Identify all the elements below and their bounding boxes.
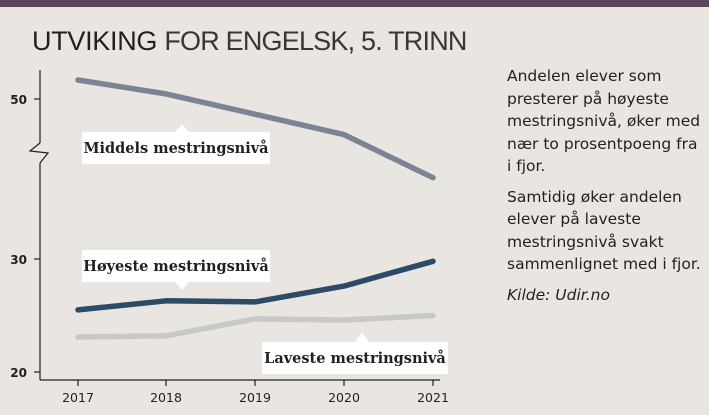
- series-label-pointer: [175, 282, 189, 290]
- series-label-hoyeste: Høyeste mestringsnivå: [82, 250, 270, 290]
- commentary-paragraph-2: Samtidig øker andelen elever på laveste …: [507, 187, 701, 274]
- x-tick-label: 2021: [417, 390, 449, 405]
- series-label-box: [82, 132, 270, 164]
- side-commentary: Andelen elever som presterer på høyeste …: [507, 65, 702, 314]
- y-tick-label: 30: [10, 253, 27, 267]
- series-label-text: Laveste mestringsnivå: [264, 349, 446, 367]
- x-tick-label: 2019: [239, 390, 271, 405]
- series-label-box: [262, 342, 448, 374]
- chart-title: UTVIKING FOR ENGELSK, 5. TRINN: [32, 26, 467, 57]
- chart-axes: 20 30 50 2017 2018 2019 2020 2021: [10, 70, 449, 405]
- y-tick-label: 50: [10, 93, 27, 107]
- series-label-pointer: [355, 333, 369, 342]
- title-bold-part: UTVIKING: [32, 26, 158, 56]
- x-tick-label: 2018: [150, 390, 182, 405]
- series-label-pointer: [175, 124, 189, 132]
- x-tick-label: 2017: [62, 390, 94, 405]
- series-line-laveste: [75, 312, 436, 340]
- commentary-paragraph-1: Andelen elever som presterer på høyeste …: [507, 67, 701, 175]
- y-tick-label: 20: [10, 366, 27, 380]
- series-labels: Middels mestringsnivå Høyeste mestringsni…: [82, 124, 448, 374]
- series-label-laveste: Laveste mestringsnivå: [262, 333, 448, 374]
- series-label-middels: Middels mestringsnivå: [82, 124, 270, 164]
- series-line-middels: [75, 77, 436, 181]
- x-tick-label: 2020: [328, 390, 360, 405]
- series-label-text: Middels mestringsnivå: [83, 139, 269, 157]
- top-accent-bar: [0, 0, 709, 7]
- title-light-part: FOR ENGELSK, 5. TRINN: [164, 26, 467, 56]
- source-note: Kilde: Udir.no: [507, 285, 610, 304]
- series-label-box: [82, 250, 270, 282]
- chart-lines: [75, 77, 436, 340]
- series-label-text: Høyeste mestringsnivå: [83, 257, 269, 275]
- series-line-hoyeste: [75, 258, 436, 313]
- y-axis-break-mark: [28, 142, 50, 164]
